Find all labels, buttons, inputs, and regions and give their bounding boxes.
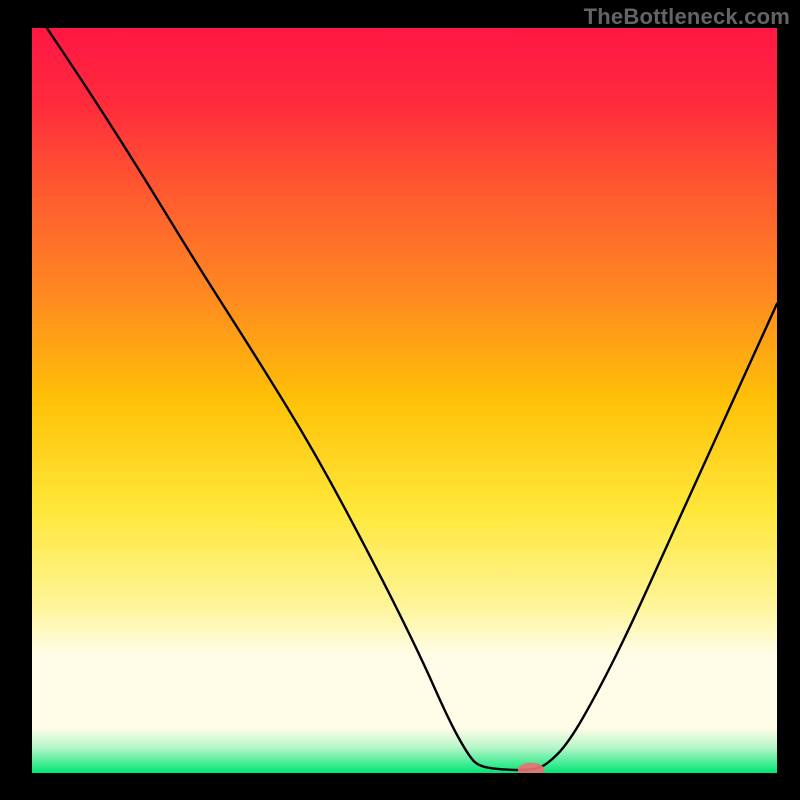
plot-svg <box>32 28 777 773</box>
chart-frame: TheBottleneck.com <box>0 0 800 800</box>
gradient-background <box>32 28 777 773</box>
watermark-text: TheBottleneck.com <box>584 4 790 30</box>
